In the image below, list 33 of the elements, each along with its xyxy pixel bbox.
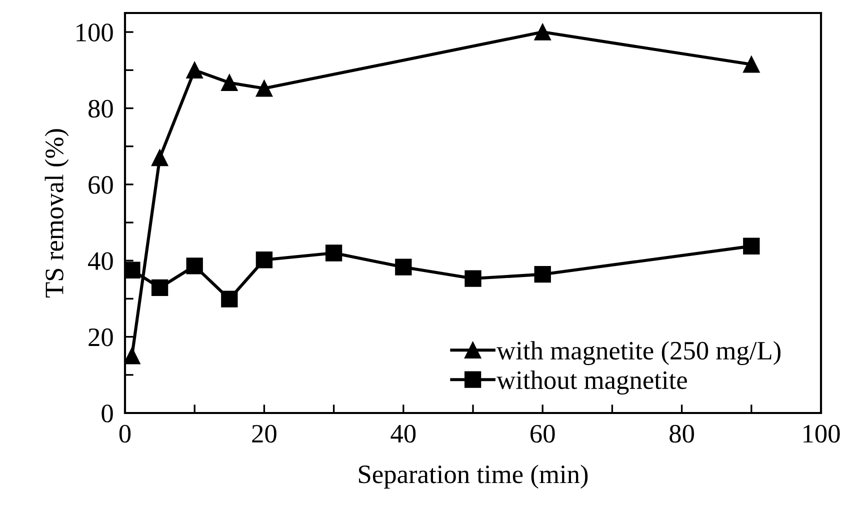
y-tick-label: 40: [88, 252, 113, 270]
point: [125, 262, 140, 278]
point: [743, 56, 760, 73]
point: [464, 270, 482, 287]
point: [256, 80, 273, 97]
point: [743, 238, 760, 254]
point: [186, 62, 203, 78]
point: [395, 258, 412, 276]
y-tick-label: 0: [102, 404, 113, 422]
point: [221, 290, 238, 308]
x-tick-label: 80: [670, 424, 694, 443]
y-tick-label: 20: [88, 328, 113, 346]
legend-label: with magnetite (250 mg/L): [496, 341, 780, 366]
x-tick-label: 60: [530, 424, 555, 443]
point: [151, 279, 168, 296]
legend-label: without magnetite: [496, 370, 687, 395]
point: [256, 252, 273, 268]
y-tick-label: 80: [88, 100, 113, 118]
point: [186, 258, 203, 274]
point: [534, 266, 551, 283]
x-tick-label: 0: [119, 424, 131, 443]
x-axis-title: Separation time (min): [358, 464, 588, 489]
x-tick-label: 100: [804, 424, 840, 443]
y-tick-label: 60: [88, 176, 113, 194]
point: [125, 348, 140, 364]
x-tick-label: 20: [252, 424, 276, 443]
point: [221, 74, 238, 92]
point: [151, 149, 168, 166]
y-tick-label: 100: [76, 24, 113, 42]
point: [534, 24, 551, 40]
x-tick-label: 40: [390, 424, 416, 443]
point: [325, 244, 342, 262]
y-axis-title: TS removal (%): [44, 129, 69, 298]
